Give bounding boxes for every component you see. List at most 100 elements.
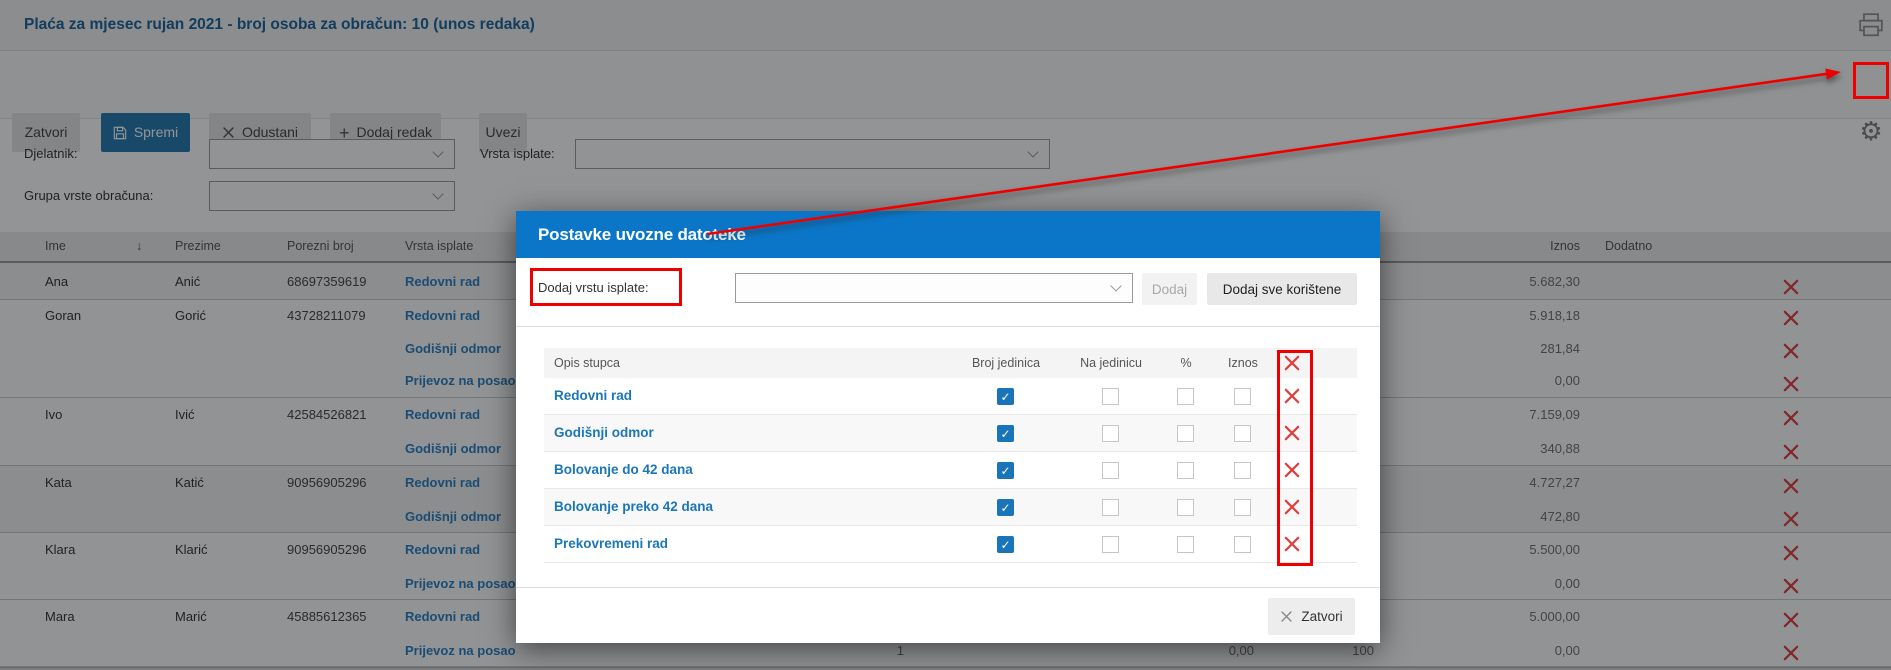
payment-type-link[interactable]: Godišnji odmor — [405, 441, 502, 456]
payment-type-link[interactable]: Redovni rad — [405, 274, 481, 289]
import-button-label: Uvezi — [485, 124, 521, 140]
col-ime[interactable]: Ime — [45, 239, 66, 253]
modal-payment-type-link[interactable]: Godišnji odmor — [554, 425, 654, 440]
postotak-checkbox[interactable] — [1177, 536, 1194, 553]
delete-row-icon[interactable] — [1782, 273, 1800, 294]
col-porezni-broj[interactable]: Porezni broj — [287, 239, 354, 253]
payment-type-link[interactable]: Prijevoz na posao — [405, 373, 516, 389]
divider — [516, 326, 1380, 327]
add-button[interactable]: Dodaj — [1142, 273, 1197, 305]
broj_jedinica-checkbox[interactable]: ✓ — [997, 536, 1014, 553]
payment-type-link[interactable]: Redovni rad — [405, 407, 481, 422]
table-row: Ivo Ivić 42584526821 Redovni rad 7.159,09 — [0, 398, 1891, 432]
broj_jedinica-checkbox[interactable]: ✓ — [997, 462, 1014, 479]
iznos-checkbox[interactable] — [1234, 462, 1251, 479]
calc-group-filter-select[interactable] — [209, 181, 455, 211]
close-button[interactable]: Zatvori — [12, 113, 80, 152]
sort-desc-icon[interactable]: ↓ — [136, 239, 143, 253]
modal-table-row: Godišnji odmor ✓ — [544, 415, 1357, 452]
col-opis-stupca: Opis stupca — [554, 356, 621, 370]
employee-first-name: Mara — [45, 609, 75, 624]
broj_jedinica-checkbox[interactable]: ✓ — [997, 499, 1014, 516]
print-icon[interactable] — [1856, 12, 1886, 38]
amount-value: 340,88 — [1540, 441, 1580, 456]
broj_jedinica-checkbox[interactable]: ✓ — [997, 388, 1014, 405]
postotak-checkbox[interactable] — [1177, 499, 1194, 516]
modal-payment-type-link[interactable]: Bolovanje preko 42 dana — [554, 499, 714, 514]
broj_jedinica-checkbox[interactable]: ✓ — [997, 425, 1014, 442]
col-prezime[interactable]: Prezime — [175, 239, 221, 253]
payment-type-link[interactable]: Godišnji odmor — [405, 340, 502, 356]
delete-row-icon[interactable] — [1782, 440, 1800, 460]
col-vrsta-isplate[interactable]: Vrsta isplate — [405, 239, 474, 253]
delete-row-icon[interactable] — [1283, 535, 1301, 553]
na_jedinicu-checkbox[interactable] — [1102, 499, 1119, 516]
na_jedinicu-checkbox[interactable] — [1102, 388, 1119, 405]
import-button[interactable]: Uvezi — [479, 113, 527, 152]
save-icon — [113, 126, 127, 140]
postotak-checkbox[interactable] — [1177, 425, 1194, 442]
na_jedinicu-checkbox[interactable] — [1102, 462, 1119, 479]
delete-row-icon[interactable] — [1782, 373, 1800, 391]
modal-payment-type-link[interactable]: Bolovanje do 42 dana — [554, 462, 693, 477]
delete-row-icon[interactable] — [1283, 387, 1301, 405]
delete-row-icon[interactable] — [1782, 574, 1800, 594]
employee-last-name: Klarić — [175, 542, 208, 557]
delete-row-icon[interactable] — [1782, 507, 1800, 527]
employee-first-name: Kata — [45, 475, 72, 490]
plus-icon: + — [338, 122, 350, 143]
settings-gear-icon[interactable]: ⚙ — [1859, 115, 1883, 146]
amount-value: 4.727,27 — [1529, 475, 1580, 490]
delete-row-icon[interactable] — [1782, 541, 1800, 561]
col-broj-jedinica: Broj jedinica — [971, 356, 1041, 370]
iznos-checkbox[interactable] — [1234, 388, 1251, 405]
add-payment-type-select[interactable] — [735, 273, 1133, 303]
divider — [516, 587, 1380, 588]
payment-type-link[interactable]: Redovni rad — [405, 475, 481, 490]
dialog-close-button[interactable]: Zatvori — [1268, 598, 1355, 635]
payment-type-link[interactable]: Godišnji odmor — [405, 508, 502, 524]
delete-row-icon[interactable] — [1283, 498, 1301, 516]
na_jedinicu-checkbox[interactable] — [1102, 536, 1119, 553]
modal-payment-type-link[interactable]: Redovni rad — [554, 388, 633, 403]
delete-row-icon[interactable] — [1782, 608, 1800, 628]
col-dodatno[interactable]: Dodatno — [1605, 239, 1653, 253]
delete-row-icon[interactable] — [1782, 340, 1800, 359]
delete-row-icon[interactable] — [1283, 424, 1301, 442]
delete-row-icon[interactable] — [1283, 461, 1301, 479]
iznos-checkbox[interactable] — [1234, 536, 1251, 553]
delete-row-icon[interactable] — [1782, 474, 1800, 494]
iznos-checkbox[interactable] — [1234, 425, 1251, 442]
modal-payment-type-link[interactable]: Prekovremeni rad — [554, 536, 669, 551]
amount-value: 281,84 — [1540, 340, 1580, 356]
chevron-down-icon — [1110, 280, 1122, 292]
postotak-checkbox[interactable] — [1177, 462, 1194, 479]
col-iznos[interactable]: Iznos — [1550, 239, 1580, 253]
per-unit-value: 0,00 — [1228, 642, 1254, 658]
employee-tax-number: 45885612365 — [287, 609, 367, 624]
delete-row-icon[interactable] — [1782, 307, 1800, 326]
dialog-header: Postavke uvozne datoteke — [516, 211, 1380, 258]
table-row: Prijevoz na posao 0,00 — [0, 365, 1891, 398]
delete-all-icon[interactable] — [1283, 354, 1301, 372]
employee-tax-number: 43728211079 — [287, 308, 366, 323]
save-button[interactable]: Spremi — [101, 113, 190, 152]
dialog-title: Postavke uvozne datoteke — [538, 225, 746, 244]
postotak-checkbox[interactable] — [1177, 388, 1194, 405]
payment-type-link[interactable]: Redovni rad — [405, 542, 481, 557]
table-row: Godišnji odmor 340,88 — [0, 432, 1891, 466]
delete-row-icon[interactable] — [1782, 406, 1800, 426]
iznos-checkbox[interactable] — [1234, 499, 1251, 516]
add-button-label: Dodaj — [1151, 281, 1188, 297]
delete-row-icon[interactable] — [1782, 641, 1800, 661]
payment-type-link[interactable]: Prijevoz na posao — [405, 642, 516, 658]
add-all-used-button[interactable]: Dodaj sve korištene — [1207, 273, 1357, 305]
na_jedinicu-checkbox[interactable] — [1102, 425, 1119, 442]
payment-type-link[interactable]: Prijevoz na posao — [405, 575, 516, 591]
table-row: Kata Katić 90956905296 Redovni rad 4.727,27 — [0, 466, 1891, 500]
employee-filter-select[interactable] — [209, 139, 455, 169]
payment-type-link[interactable]: Redovni rad — [405, 308, 481, 323]
payment-type-link[interactable]: Redovni rad — [405, 609, 481, 624]
add-payment-type-label: Dodaj vrstu isplate: — [538, 280, 649, 295]
